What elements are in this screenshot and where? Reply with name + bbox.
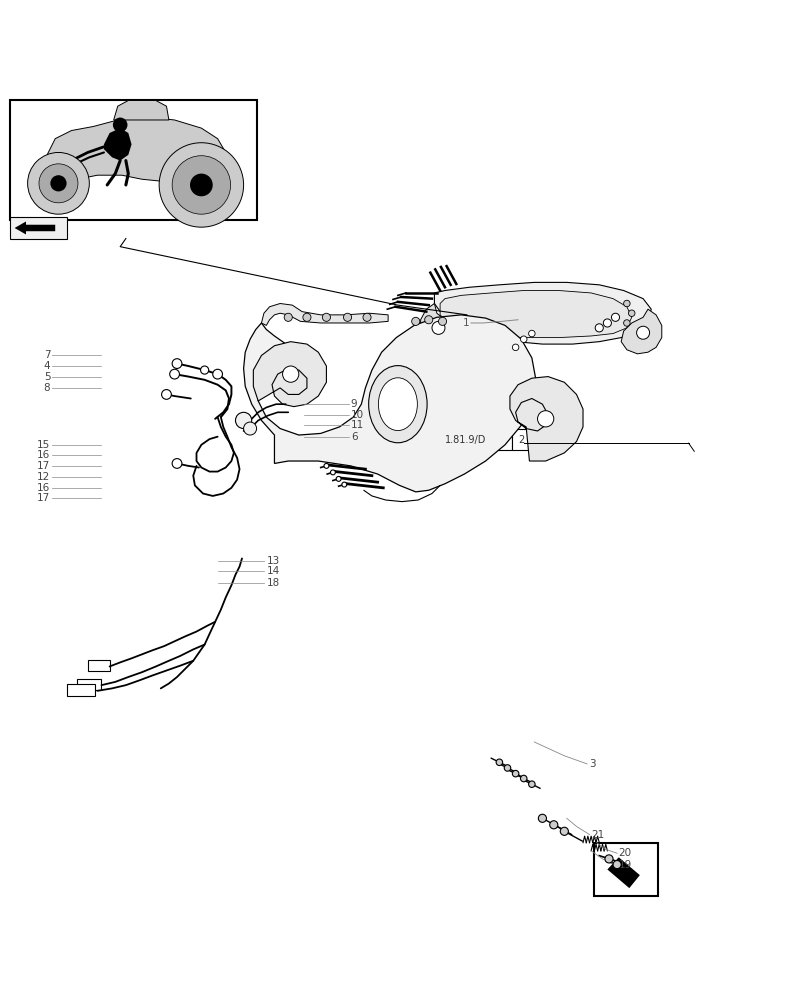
Bar	[88, 660, 110, 671]
Circle shape	[363, 313, 371, 321]
Circle shape	[424, 316, 432, 324]
Polygon shape	[420, 303, 456, 346]
Circle shape	[212, 369, 222, 379]
Circle shape	[623, 300, 629, 307]
Text: 19: 19	[618, 860, 631, 870]
Circle shape	[282, 366, 298, 382]
Text: 9: 9	[350, 399, 357, 409]
Text: 8: 8	[44, 383, 50, 393]
Text: 6: 6	[350, 432, 357, 442]
Circle shape	[235, 412, 251, 429]
Circle shape	[341, 482, 346, 487]
Circle shape	[322, 313, 330, 321]
Text: 17: 17	[37, 493, 50, 503]
Polygon shape	[261, 303, 388, 325]
Circle shape	[504, 765, 510, 771]
Circle shape	[603, 319, 611, 327]
Bar	[67, 684, 95, 696]
Polygon shape	[114, 100, 169, 120]
Text: 14: 14	[266, 566, 279, 576]
Polygon shape	[15, 221, 55, 234]
Bar	[594, 843, 657, 896]
Circle shape	[172, 156, 230, 214]
Circle shape	[28, 152, 89, 214]
Circle shape	[520, 336, 526, 342]
Text: 16: 16	[37, 483, 50, 493]
Circle shape	[343, 313, 351, 321]
Text: 1: 1	[462, 318, 469, 328]
Circle shape	[549, 821, 557, 829]
Circle shape	[438, 317, 446, 325]
Bar	[10, 217, 67, 239]
Circle shape	[604, 855, 612, 863]
Text: 10: 10	[350, 410, 363, 420]
Polygon shape	[45, 117, 225, 182]
Text: 11: 11	[350, 420, 363, 430]
Circle shape	[39, 164, 78, 203]
Text: 18: 18	[266, 578, 279, 588]
Circle shape	[411, 317, 419, 325]
Circle shape	[560, 827, 568, 835]
Circle shape	[538, 814, 546, 822]
Polygon shape	[243, 315, 535, 492]
Circle shape	[324, 463, 328, 468]
Text: 15: 15	[37, 440, 50, 450]
Text: 16: 16	[37, 450, 50, 460]
Circle shape	[113, 118, 127, 132]
Circle shape	[431, 321, 444, 334]
Polygon shape	[253, 342, 326, 407]
Circle shape	[636, 326, 649, 339]
Polygon shape	[607, 857, 639, 888]
Ellipse shape	[368, 366, 427, 443]
Text: 21: 21	[590, 830, 603, 840]
Bar	[420, 429, 511, 450]
Circle shape	[336, 476, 341, 481]
Text: 5: 5	[44, 372, 50, 382]
Circle shape	[623, 320, 629, 326]
Circle shape	[161, 390, 171, 399]
Text: 20: 20	[618, 848, 631, 858]
Circle shape	[243, 422, 256, 435]
Text: 12: 12	[37, 472, 50, 482]
Polygon shape	[620, 309, 661, 354]
Circle shape	[528, 781, 534, 787]
Text: 1.81.9/D: 1.81.9/D	[445, 435, 486, 445]
Circle shape	[537, 411, 553, 427]
Circle shape	[169, 369, 179, 379]
Circle shape	[50, 175, 67, 191]
Text: 4: 4	[44, 361, 50, 371]
Circle shape	[496, 759, 502, 766]
Text: 13: 13	[266, 556, 279, 566]
Circle shape	[512, 344, 518, 351]
Circle shape	[200, 366, 208, 374]
Circle shape	[594, 324, 603, 332]
Bar	[77, 679, 101, 690]
Circle shape	[172, 459, 182, 468]
Polygon shape	[434, 282, 650, 344]
Circle shape	[330, 470, 335, 475]
Circle shape	[172, 359, 182, 368]
Circle shape	[612, 861, 620, 869]
Circle shape	[611, 313, 619, 321]
Text: 2: 2	[518, 435, 524, 445]
Text: 17: 17	[37, 461, 50, 471]
Ellipse shape	[378, 378, 417, 431]
Polygon shape	[509, 377, 582, 461]
Text: 3: 3	[588, 759, 594, 769]
Circle shape	[520, 775, 526, 782]
Circle shape	[303, 313, 311, 321]
Text: 7: 7	[44, 350, 50, 360]
Polygon shape	[104, 128, 131, 161]
Bar	[10, 100, 257, 220]
Circle shape	[159, 143, 243, 227]
Circle shape	[628, 310, 634, 316]
Bar	[511, 429, 531, 450]
Circle shape	[512, 770, 518, 777]
Circle shape	[528, 330, 534, 337]
Circle shape	[284, 313, 292, 321]
Polygon shape	[440, 291, 631, 338]
Circle shape	[190, 174, 212, 196]
